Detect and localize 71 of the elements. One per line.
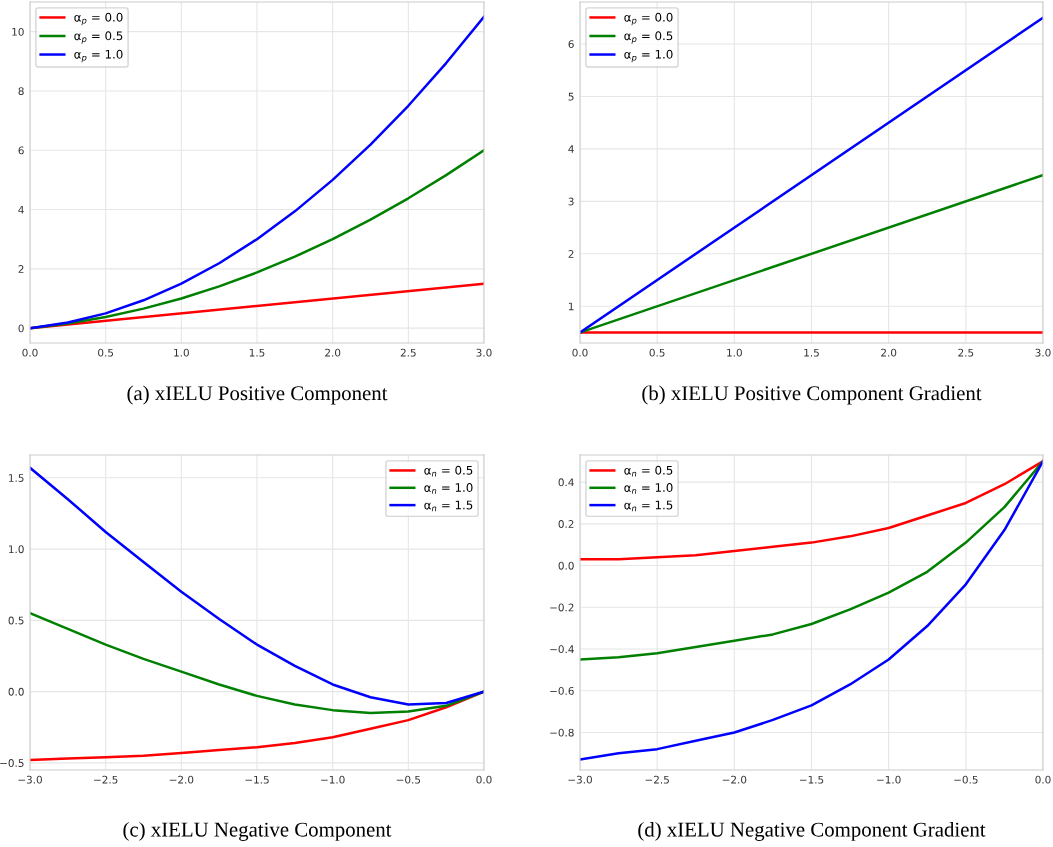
y-tick-label: −0.8 <box>550 728 574 737</box>
line-series <box>580 460 1043 761</box>
y-tick-label: 3 <box>568 197 574 206</box>
y-tick-label: 0.0 <box>8 687 24 696</box>
x-tick-label: 1.5 <box>249 348 265 357</box>
legend-label: α$_{n}$ = 1.5 <box>424 500 473 512</box>
line-series <box>30 611 484 715</box>
x-tick-label: 3.0 <box>1035 348 1051 357</box>
y-tick-label: 6 <box>568 40 574 49</box>
x-tick-label: −2.5 <box>645 775 669 784</box>
x-tick-label: 2.5 <box>958 348 974 357</box>
y-tick-label: 1.5 <box>9 474 24 482</box>
line-series <box>580 460 1043 661</box>
x-tick-label: 1.0 <box>174 348 189 357</box>
x-tick-label: −2.0 <box>169 775 194 784</box>
y-tick-label: 5 <box>568 92 574 101</box>
x-tick-label: 1.0 <box>727 348 742 357</box>
line-series <box>30 466 484 706</box>
x-tick-label: −1.5 <box>799 775 824 784</box>
x-tick-label: −2.5 <box>94 775 118 784</box>
y-tick-label: 2 <box>18 265 24 273</box>
text: (b) xIELU Positive Component Gradient <box>642 385 982 405</box>
x-tick-label: −2.0 <box>722 775 747 784</box>
y-tick-label: 4 <box>568 145 574 153</box>
y-tick-label: 0.4 <box>558 478 574 487</box>
x-tick-label: 2.0 <box>881 348 897 357</box>
y-tick-label: −0.4 <box>550 645 574 654</box>
x-tick-label: −0.5 <box>396 775 421 784</box>
y-tick-label: 2 <box>568 250 574 258</box>
y-tick-label: 1.0 <box>9 545 24 554</box>
y-tick-label: −0.2 <box>550 603 574 612</box>
x-tick-label: −3.0 <box>568 775 592 784</box>
x-tick-label: 2.5 <box>400 348 416 357</box>
legend-label: α$_{p}$ = 0.5 <box>624 31 673 44</box>
y-tick-label: 0 <box>18 324 24 333</box>
x-tick-label: −1.0 <box>321 775 345 784</box>
legend-label: α$_{n}$ = 1.0 <box>424 483 473 494</box>
legend-label: α$_{p}$ = 0.5 <box>74 31 123 44</box>
text: (c) xIELU Negative Component <box>123 821 392 841</box>
legend-label: α$_{p}$ = 1.0 <box>624 49 673 63</box>
y-tick-label: −0.6 <box>550 686 574 695</box>
legend-label: α$_{p}$ = 0.0 <box>74 12 123 26</box>
x-tick-label: 0.5 <box>98 348 114 357</box>
y-tick-label: 0.2 <box>558 520 574 528</box>
y-tick-label: 6 <box>18 146 24 155</box>
line-series <box>580 460 1043 561</box>
text: (a) xIELU Positive Component <box>127 385 388 405</box>
y-tick-label: 1 <box>568 302 574 311</box>
legend-label: α$_{n}$ = 0.5 <box>424 465 473 477</box>
x-tick-label: 1.5 <box>804 348 819 357</box>
text: (d) xIELU Negative Component Gradient <box>638 821 986 841</box>
x-tick-label: 0.5 <box>649 348 665 357</box>
x-tick-label: −1.0 <box>877 775 901 784</box>
y-tick-label: 10 <box>12 27 24 36</box>
legend-label: α$_{p}$ = 0.0 <box>624 12 673 26</box>
x-tick-label: 0.0 <box>1035 775 1051 784</box>
x-tick-label: −1.5 <box>245 775 269 784</box>
x-tick-label: −3.0 <box>18 775 42 784</box>
y-tick-label: 4 <box>18 205 24 214</box>
y-tick-label: 0.5 <box>8 616 24 625</box>
legend-label: α$_{n}$ = 1.5 <box>624 500 673 512</box>
x-tick-label: −0.5 <box>954 775 978 784</box>
x-tick-label: 2.0 <box>325 348 341 357</box>
x-tick-label: 3.0 <box>476 348 492 357</box>
y-tick-label: 0.0 <box>558 561 574 570</box>
legend-label: α$_{n}$ = 0.5 <box>624 465 673 477</box>
legend-label: α$_{p}$ = 1.0 <box>74 49 123 63</box>
x-tick-label: 0.0 <box>476 775 492 784</box>
y-tick-label: 8 <box>18 87 24 96</box>
y-tick-label: −0.5 <box>0 759 24 767</box>
legend-label: α$_{n}$ = 1.0 <box>624 483 673 494</box>
